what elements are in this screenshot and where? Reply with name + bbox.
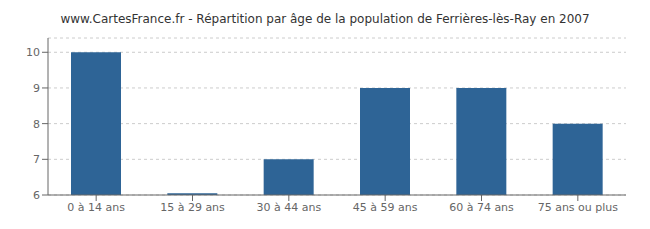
svg-text:30 à 44 ans: 30 à 44 ans — [256, 201, 321, 214]
svg-text:45 à 59 ans: 45 à 59 ans — [353, 201, 418, 214]
svg-text:15 à 29 ans: 15 à 29 ans — [160, 201, 225, 214]
svg-text:9: 9 — [33, 82, 40, 95]
svg-text:10: 10 — [26, 46, 40, 59]
svg-text:7: 7 — [33, 153, 40, 166]
html-text:www.CartesFrance.fr - Répartit: www.CartesFrance.fr - Répartition par âg… — [60, 12, 590, 26]
svg-text:60 à 74 ans: 60 à 74 ans — [449, 201, 514, 214]
svg-text:0 à 14 ans: 0 à 14 ans — [67, 201, 125, 214]
svg-text:6: 6 — [33, 189, 40, 202]
svg-text:8: 8 — [33, 118, 40, 131]
svg-text:75 ans ou plus: 75 ans ou plus — [538, 201, 619, 214]
